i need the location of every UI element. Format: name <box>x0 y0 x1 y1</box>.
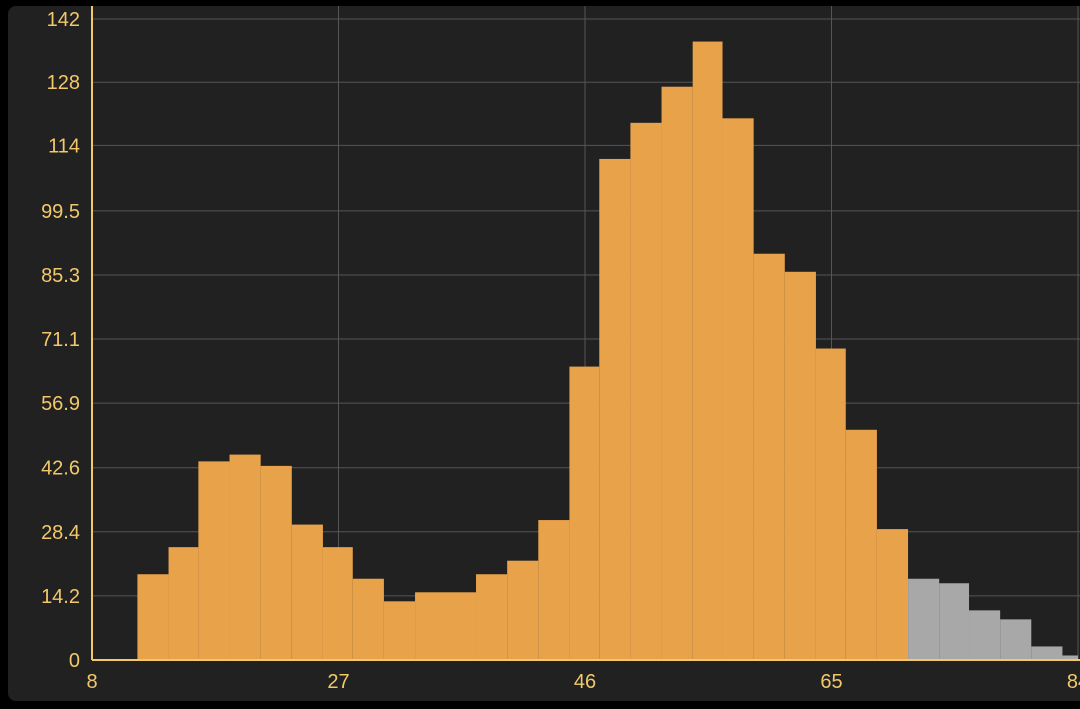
histogram-bar <box>1062 655 1078 660</box>
x-tick-label: 27 <box>327 671 349 693</box>
y-tick-label: 128 <box>47 72 80 94</box>
histogram-bar <box>198 461 230 660</box>
histogram-bar <box>476 574 508 660</box>
histogram-bar <box>1000 619 1032 660</box>
y-tick-label: 28.4 <box>41 522 80 544</box>
histogram-bar <box>630 122 662 660</box>
histogram-bar <box>137 574 169 660</box>
y-tick-label: 71.1 <box>41 329 80 351</box>
histogram-bar <box>692 41 723 660</box>
histogram-svg: 0 14.2 28.4 42.6 56.9 71.1 85.3 99.5 114 128 142 8 2… <box>41 6 1080 693</box>
x-tick-label: 84 <box>1067 671 1080 693</box>
y-tick-label: 14.2 <box>41 586 80 608</box>
histogram-bars <box>137 41 1078 661</box>
histogram-bar <box>784 271 816 660</box>
x-tick-label: 65 <box>820 671 842 693</box>
histogram-bar <box>753 253 785 660</box>
histogram-bar <box>599 158 631 660</box>
histogram-bar <box>168 547 199 660</box>
histogram-bar <box>815 348 846 660</box>
axes <box>91 6 1080 661</box>
histogram-bar <box>415 592 477 660</box>
histogram-bar <box>845 429 877 660</box>
histogram-bar <box>260 465 292 660</box>
histogram-bar <box>1031 646 1063 660</box>
y-tick-label: 85.3 <box>41 265 80 287</box>
y-tick-label: 114 <box>48 135 80 157</box>
x-tick-label: 46 <box>574 671 596 693</box>
x-tick-label: 8 <box>86 671 97 693</box>
histogram-bar <box>661 86 693 661</box>
tick-labels: 0 14.2 28.4 42.6 56.9 71.1 85.3 99.5 114 128 142 8 2… <box>41 9 1080 693</box>
histogram-bar <box>352 578 384 660</box>
y-tick-label: 142 <box>47 9 80 31</box>
histogram-bar <box>229 454 261 660</box>
histogram-bar <box>969 610 1001 660</box>
y-tick-label: 42.6 <box>41 458 80 480</box>
histogram-bar <box>291 524 323 660</box>
histogram-bar <box>538 520 570 660</box>
histogram-bar <box>722 118 754 660</box>
histogram-bar <box>876 529 909 660</box>
y-tick-label: 56.9 <box>41 393 80 415</box>
histogram-bar <box>908 578 940 660</box>
histogram-bar <box>939 583 970 660</box>
y-tick-label: 0 <box>69 650 80 672</box>
histogram-bar <box>383 601 416 660</box>
histogram-bar <box>507 560 539 660</box>
y-tick-label: 99.5 <box>41 201 80 223</box>
histogram-bar <box>569 366 600 660</box>
histogram-bar <box>322 547 353 660</box>
histogram-chart: 0 14.2 28.4 42.6 56.9 71.1 85.3 99.5 114 128 142 8 2… <box>8 6 1080 701</box>
